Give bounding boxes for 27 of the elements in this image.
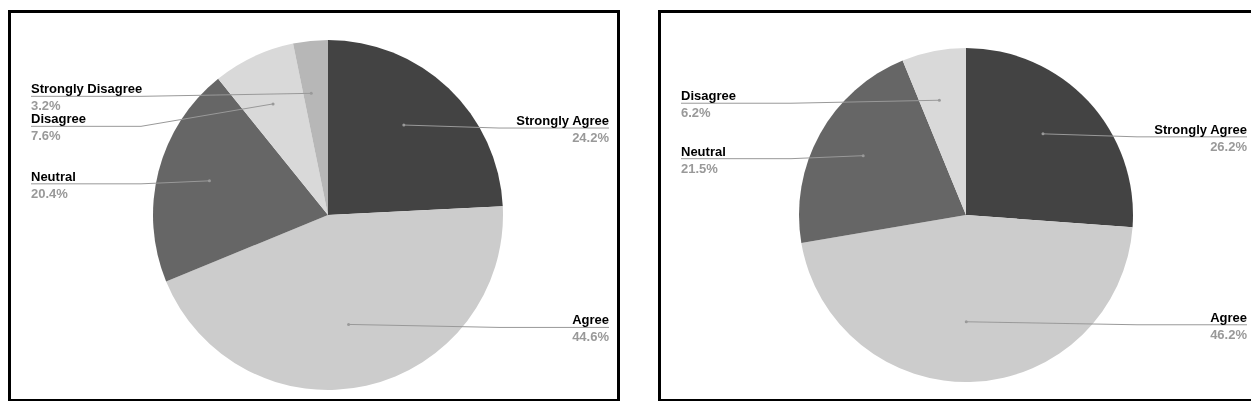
data-label: 7.6% — [31, 128, 62, 144]
slice-label: Strongly Agree — [516, 113, 609, 129]
slice-label: Agree — [1210, 309, 1247, 325]
pie-slice — [328, 40, 503, 215]
pie-slice — [801, 215, 1133, 382]
pie-slice — [966, 48, 1133, 228]
pie-slice — [293, 40, 328, 215]
slice-label: Neutral — [681, 143, 726, 159]
data-label: 21.5% — [681, 160, 719, 176]
slice-label: Neutral — [31, 168, 76, 184]
data-label: 24.2% — [572, 130, 610, 146]
pie-slice — [902, 48, 966, 215]
slice-label: Strongly Agree — [1154, 121, 1247, 137]
pie-slice — [166, 206, 503, 390]
pie-slice — [218, 43, 328, 215]
data-label: 3.2% — [31, 98, 62, 114]
slice-label: Disagree — [31, 111, 86, 127]
slice-label: Strongly Disagree — [31, 81, 143, 97]
data-label: 26.2% — [1210, 138, 1248, 154]
slice-label: Agree — [572, 312, 609, 328]
data-label: 46.2% — [1210, 326, 1248, 342]
pie-slice — [799, 60, 966, 243]
data-label: 44.6% — [572, 329, 610, 345]
data-label: 20.4% — [31, 185, 69, 201]
pie-slice — [153, 78, 328, 282]
data-label: 6.2% — [681, 105, 712, 121]
slice-label: Disagree — [681, 88, 736, 104]
